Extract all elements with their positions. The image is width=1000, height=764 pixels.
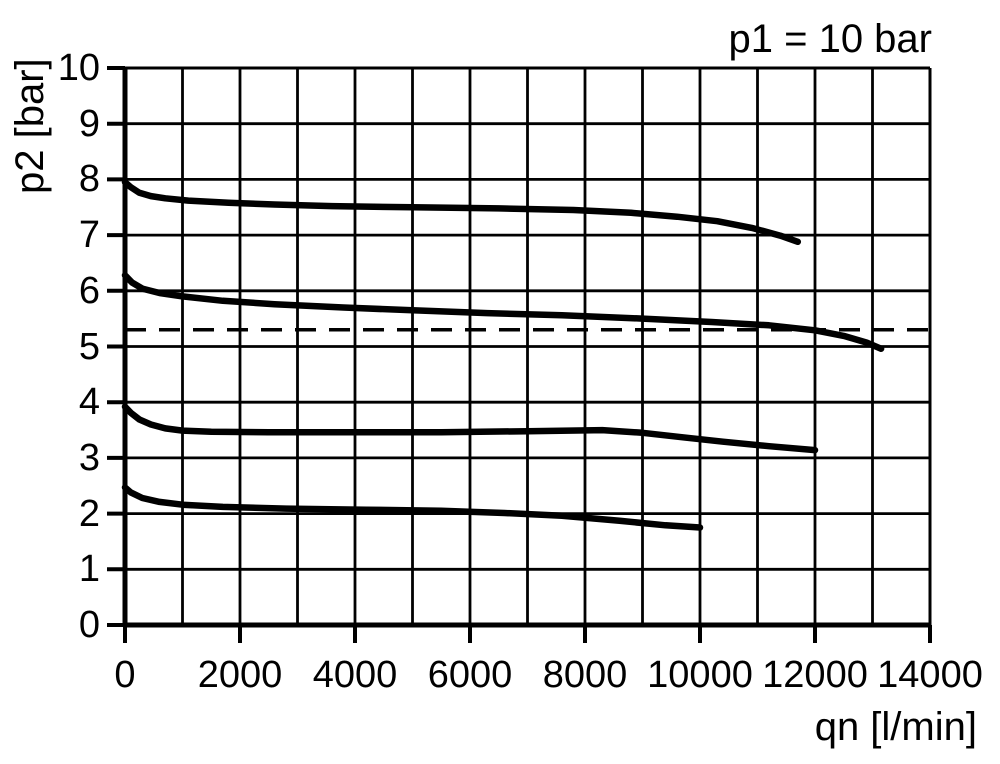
x-tick-label: 0 xyxy=(114,654,136,696)
x-tick-label: 12000 xyxy=(762,654,868,696)
y-tick-label: 8 xyxy=(78,158,100,201)
y-tick-label: 7 xyxy=(78,214,100,257)
y-tick-label: 6 xyxy=(78,269,100,312)
x-tick-label: 6000 xyxy=(427,654,513,696)
x-tick-label: 8000 xyxy=(542,654,628,696)
y-tick-label: 5 xyxy=(78,325,100,368)
curve-1 xyxy=(121,178,802,246)
x-tick-label: 2000 xyxy=(197,654,283,696)
y-axis-ticks xyxy=(107,66,125,627)
x-tick-label: 14000 xyxy=(877,654,983,696)
y-tick-label: 1 xyxy=(78,548,100,591)
grid-lines xyxy=(125,68,930,625)
x-tick-label: 4000 xyxy=(312,654,398,696)
x-tick-label: 10000 xyxy=(647,654,753,696)
curve-4 xyxy=(121,484,704,531)
chart-title: p1 = 10 bar xyxy=(728,17,933,61)
curve-3 xyxy=(121,403,819,454)
y-tick-label: 0 xyxy=(78,604,100,646)
curve-2 xyxy=(121,271,885,352)
y-tick-label: 10 xyxy=(57,47,100,89)
y-tick-label: 4 xyxy=(78,381,100,424)
x-axis-ticks xyxy=(123,625,932,643)
x-axis-label: qn [l/min] xyxy=(814,705,977,749)
y-tick-label: 3 xyxy=(78,436,100,479)
y-tick-label: 9 xyxy=(78,102,100,145)
y-tick-label: 2 xyxy=(78,492,100,535)
